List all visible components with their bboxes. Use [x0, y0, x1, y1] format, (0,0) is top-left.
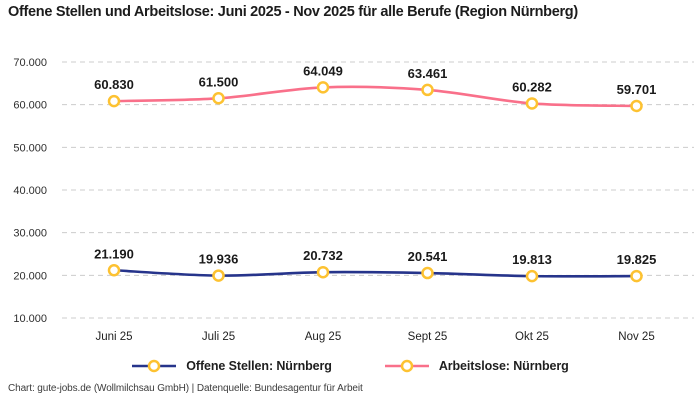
- data-point-label: 60.830: [94, 77, 134, 92]
- data-point-marker: [630, 99, 643, 113]
- x-axis-tick-label: Nov 25: [618, 331, 654, 343]
- x-axis-tick-label: Juni 25: [95, 331, 132, 343]
- line-chart-canvas: 70.000 60.000 50.000 40.000 30.000 20.000 10.0…: [13, 57, 694, 343]
- data-point-label: 63.461: [408, 66, 448, 81]
- data-point-label: 19.825: [617, 252, 657, 267]
- data-point-marker: [525, 269, 539, 283]
- legend: Offene Stellen: Nürnberg Arbeitslose: Nü…: [0, 359, 700, 373]
- y-axis-tick-label: 40.000: [13, 185, 47, 197]
- data-point-label: 59.701: [617, 82, 657, 97]
- data-point-label: 20.541: [408, 249, 448, 264]
- data-point-label: 60.282: [512, 79, 552, 94]
- legend-item-arbeitslose[interactable]: Arbeitslose: Nürnberg: [384, 359, 569, 373]
- data-point-marker: [316, 81, 330, 94]
- series-line-0: [112, 268, 638, 278]
- data-point-marker: [107, 94, 121, 108]
- data-point-label: 20.732: [303, 248, 343, 263]
- y-axis-tick-label: 10.000: [13, 313, 47, 325]
- data-point-label: 21.190: [94, 246, 134, 261]
- data-point-label: 61.500: [199, 74, 239, 89]
- data-point-marker: [421, 83, 434, 97]
- x-axis-tick-label: Okt 25: [515, 331, 549, 343]
- legend-item-offene-stellen[interactable]: Offene Stellen: Nürnberg: [131, 359, 332, 373]
- data-point-marker: [316, 265, 330, 279]
- legend-swatch-offene-stellen-icon: [132, 359, 177, 373]
- y-axis-tick-label: 50.000: [13, 142, 47, 154]
- data-point-marker: [212, 92, 225, 105]
- data-point-marker: [630, 269, 643, 283]
- attribution-text: Chart: gute-jobs.de (Wollmilchsau GmbH) …: [8, 383, 363, 394]
- data-point-marker: [107, 264, 121, 277]
- series-line-1: [112, 85, 638, 108]
- data-point-label: 64.049: [303, 63, 343, 78]
- data-point-marker: [525, 97, 539, 110]
- y-axis-tick-label: 20.000: [13, 270, 47, 282]
- data-point-label: 19.813: [512, 252, 552, 267]
- legend-swatch-arbeitslose-icon: [384, 359, 429, 373]
- legend-label-arbeitslose: Arbeitslose: Nürnberg: [438, 359, 569, 373]
- data-point-label: 19.936: [199, 252, 239, 267]
- data-point-marker: [421, 266, 434, 280]
- y-axis-tick-label: 30.000: [13, 228, 47, 240]
- legend-label-offene-stellen: Offene Stellen: Nürnberg: [186, 359, 332, 373]
- x-axis-tick-label: Sept 25: [408, 331, 448, 343]
- x-axis-tick-label: Juli 25: [202, 331, 235, 343]
- x-axis-tick-label: Aug 25: [305, 331, 341, 343]
- y-axis-tick-label: 60.000: [13, 100, 47, 112]
- y-axis-tick-label: 70.000: [13, 57, 47, 69]
- data-point-marker: [212, 269, 225, 282]
- chart-title: Offene Stellen und Arbeitslose: Juni 202…: [8, 4, 578, 20]
